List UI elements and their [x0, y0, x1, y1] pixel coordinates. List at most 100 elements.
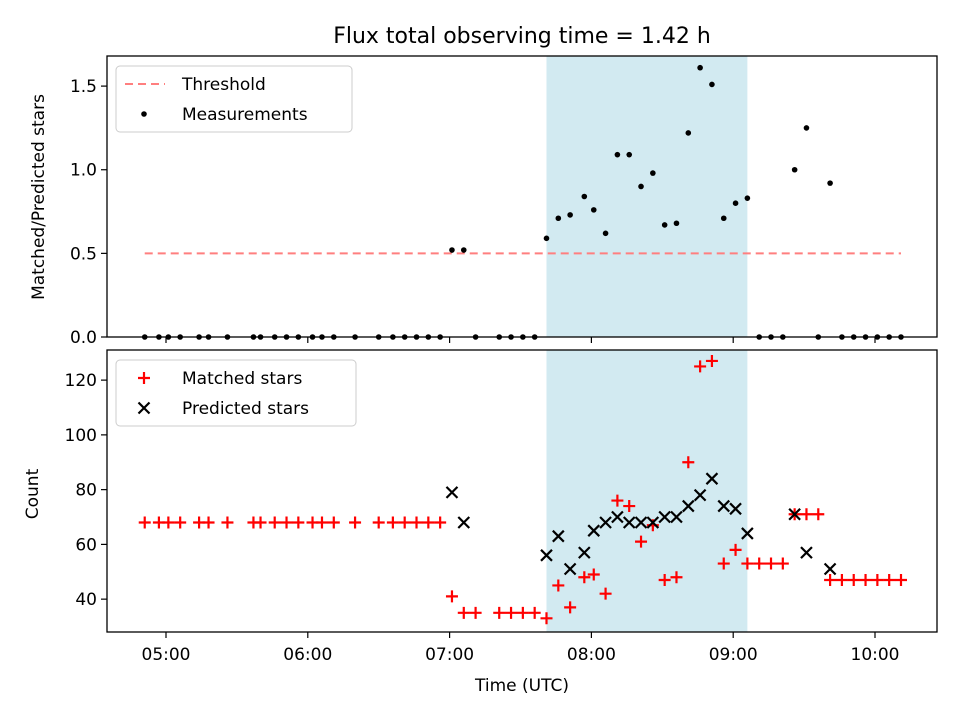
predicted-star-point	[611, 510, 624, 524]
matched-star-point	[883, 573, 896, 586]
matched-star-point	[670, 571, 683, 584]
legend-label: Matched stars	[182, 369, 302, 389]
matched-star-point	[528, 606, 541, 619]
measurement-point	[685, 130, 692, 136]
predicted-star-point	[729, 502, 742, 516]
matched-star-point	[162, 516, 175, 529]
measurement-point	[803, 125, 810, 131]
matched-star-point	[516, 606, 529, 619]
measurement-point	[827, 180, 833, 186]
matched-star-point	[729, 543, 742, 556]
matched-star-point	[493, 606, 506, 619]
matched-star-point	[221, 516, 234, 529]
matched-star-point	[835, 573, 848, 586]
measurement-point	[697, 64, 703, 71]
matched-star-point	[410, 516, 423, 529]
matched-star-point	[741, 557, 754, 570]
x-tick-label: 06:00	[283, 645, 332, 665]
matched-star-point	[800, 508, 813, 521]
matched-star-point	[174, 516, 187, 529]
matched-star-point	[292, 516, 305, 529]
series-predicted-stars	[445, 472, 837, 576]
legend-measurement-swatch	[141, 111, 147, 117]
matched-star-point	[564, 601, 577, 614]
predicted-star-point	[599, 516, 612, 529]
top-y-axis-label: Matched/Predicted stars	[29, 94, 49, 300]
predicted-star-point	[445, 486, 459, 499]
matched-star-point	[349, 516, 362, 529]
x-tick-label: 08:00	[567, 645, 616, 665]
matched-star-point	[587, 568, 600, 581]
y-tick-label: 0.5	[70, 244, 97, 264]
measurement-point	[449, 247, 455, 253]
matched-star-point	[268, 516, 281, 529]
matched-star-point	[753, 557, 766, 570]
measurement-point	[638, 183, 644, 190]
measurement-point	[581, 193, 588, 200]
matched-star-point	[445, 590, 458, 603]
matched-star-point	[540, 612, 553, 625]
matched-star-point	[434, 516, 447, 529]
series-matched-stars	[138, 354, 907, 625]
matched-star-point	[386, 516, 399, 529]
predicted-star-point	[552, 529, 565, 543]
y-tick-label: 80	[75, 481, 97, 501]
measurement-point	[650, 170, 656, 176]
legend-matched-swatch	[138, 372, 150, 384]
matched-star-point	[871, 573, 884, 586]
matched-star-point	[578, 571, 591, 584]
predicted-star-point	[741, 527, 754, 540]
predicted-star-point	[823, 562, 837, 576]
measurement-point	[709, 81, 715, 88]
matched-star-point	[457, 606, 470, 619]
measurement-point	[543, 235, 550, 242]
measurement-point	[614, 151, 621, 158]
y-tick-label: 1.0	[70, 161, 97, 181]
matched-star-point	[894, 573, 907, 586]
y-tick-label: 100	[65, 426, 97, 446]
measurement-point	[626, 151, 633, 158]
ratio-panel: 0.0 0.5 1.0 1.5 Threshold Measurements	[70, 55, 938, 348]
matched-star-point	[138, 516, 151, 529]
matched-star-point	[505, 606, 518, 619]
matched-star-point	[694, 360, 707, 373]
x-tick-label: 10:00	[851, 645, 900, 665]
matched-star-point	[372, 516, 385, 529]
measurement-point	[744, 195, 751, 201]
measurement-point	[673, 220, 680, 227]
legend-box	[115, 65, 353, 133]
matched-star-point	[658, 573, 671, 586]
matched-star-point	[552, 579, 565, 592]
predicted-star-point	[578, 546, 591, 559]
matched-star-point	[859, 573, 872, 586]
matched-star-point	[422, 516, 435, 529]
legend-label: Predicted stars	[182, 399, 309, 419]
predicted-star-point	[622, 516, 636, 529]
predicted-star-point	[646, 516, 660, 529]
chart-title: Flux total observing time = 1.42 h	[333, 24, 711, 49]
matched-star-point	[202, 516, 215, 529]
measurement-point	[602, 230, 609, 237]
predicted-star-point	[682, 499, 695, 513]
x-axis-label: Time (UTC)	[474, 676, 569, 696]
predicted-star-point	[563, 562, 577, 576]
measurement-point	[567, 212, 573, 218]
predicted-star-point	[457, 516, 471, 529]
measurement-point	[732, 200, 739, 206]
matched-star-point	[812, 508, 825, 521]
measurement-point	[460, 247, 467, 253]
x-tick-label: 09:00	[709, 645, 758, 665]
matched-star-point	[635, 535, 648, 548]
predicted-star-point	[717, 499, 731, 513]
count-panel: 40 60 80 100 120 05:00 06:00 07:00 08:00 09:00 10:…	[65, 349, 938, 665]
x-tick-label: 05:00	[142, 645, 191, 665]
y-tick-label: 40	[75, 590, 97, 610]
matched-star-point	[315, 516, 328, 529]
matched-star-point	[682, 456, 695, 469]
y-tick-label: 60	[75, 535, 97, 555]
y-tick-label: 1.5	[70, 77, 97, 97]
observing-span	[546, 56, 748, 337]
matched-star-point	[847, 573, 860, 586]
y-tick-label: 0.0	[70, 328, 97, 348]
